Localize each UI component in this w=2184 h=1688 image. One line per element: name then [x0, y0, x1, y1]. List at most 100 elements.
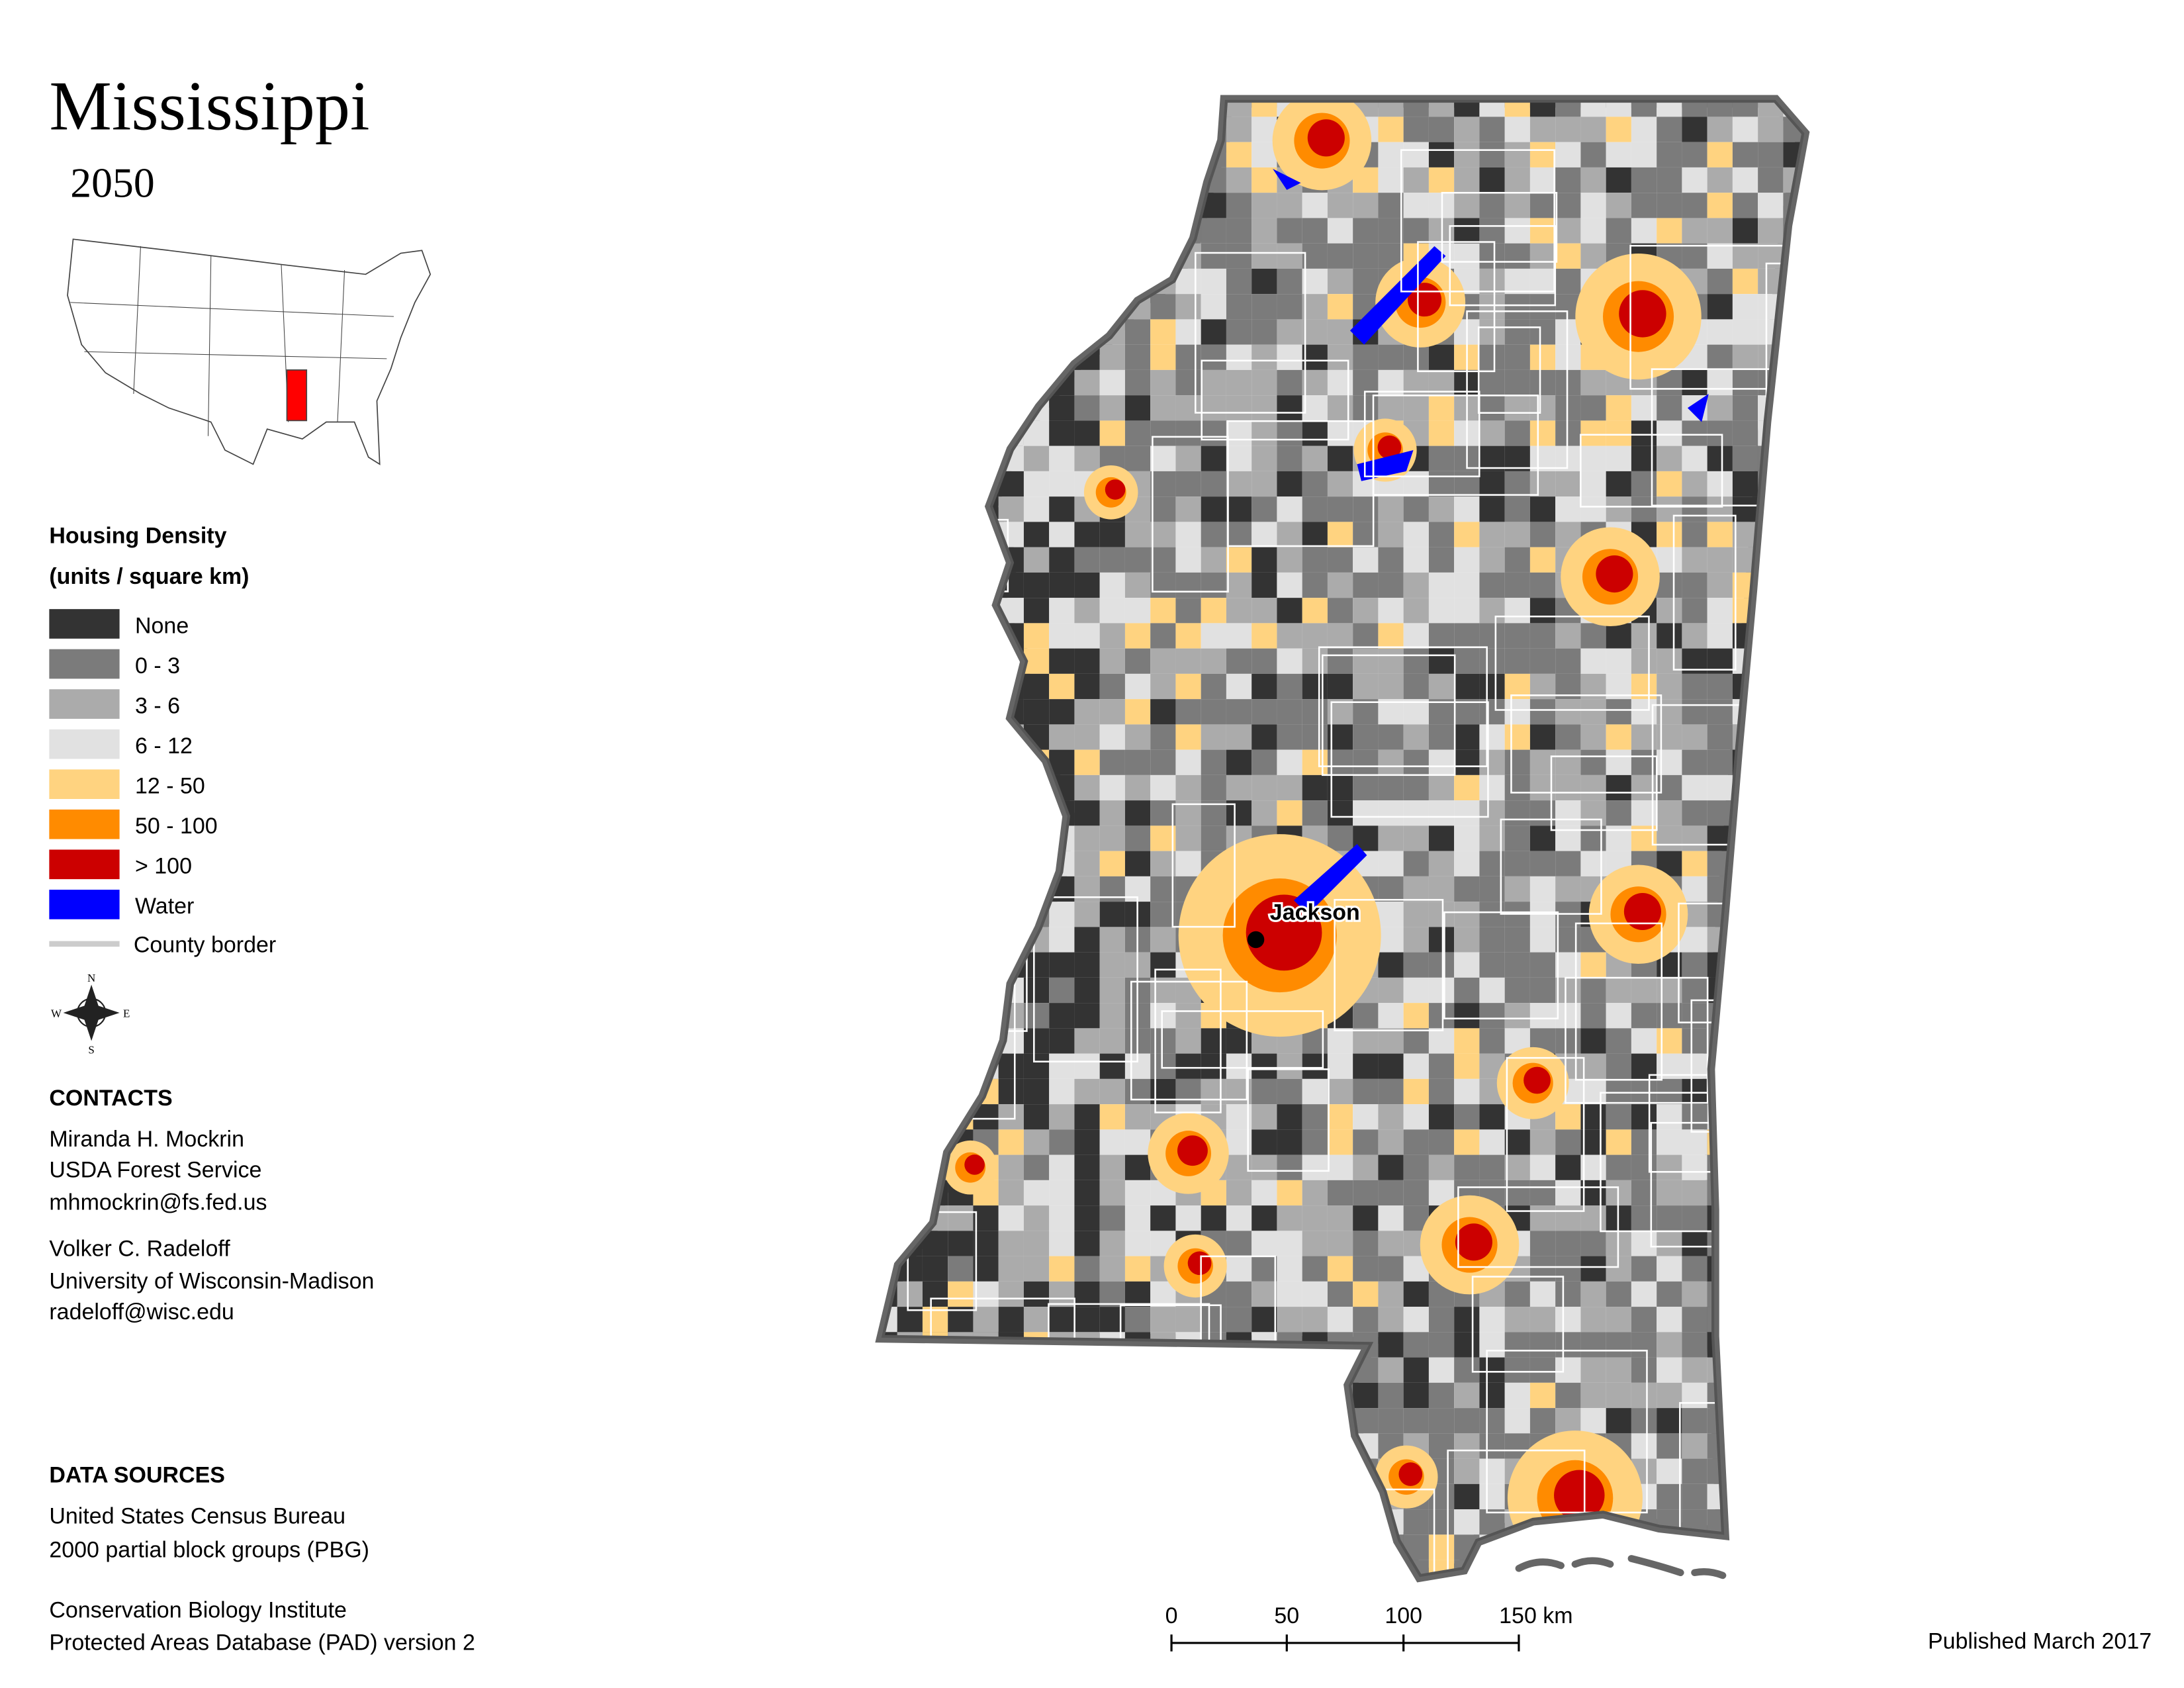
land-cell [1732, 445, 1758, 471]
land-cell [1555, 800, 1581, 826]
land-cell [1454, 673, 1480, 700]
land-cell [1049, 1357, 1075, 1383]
land-cell [1150, 927, 1176, 953]
land-cell [1606, 977, 1631, 1004]
land-cell [1302, 1256, 1328, 1282]
land-cell [1529, 344, 1556, 370]
land-cell [1631, 1408, 1657, 1434]
land-cell [1099, 395, 1125, 421]
land-cell [1631, 1129, 1657, 1155]
land-cell [922, 724, 948, 750]
land-cell [922, 1458, 948, 1484]
land-cell [1049, 1307, 1075, 1333]
land-cell [1707, 268, 1733, 295]
land-cell [1732, 193, 1758, 218]
land-cell [998, 1078, 1024, 1105]
land-cell [973, 749, 999, 775]
land-cell [948, 445, 974, 471]
land-cell [1631, 1180, 1657, 1206]
land-cell [1454, 522, 1480, 547]
land-cell [1150, 1560, 1176, 1575]
land-cell [1150, 243, 1176, 269]
land-cell [883, 902, 897, 927]
county-border [1318, 646, 1488, 767]
land-cell [1378, 825, 1404, 851]
land-cell [1251, 344, 1277, 370]
land-cell [1175, 699, 1201, 725]
land-cell [998, 1231, 1024, 1256]
land-cell [1631, 445, 1657, 471]
land-cell [1124, 1458, 1151, 1484]
land-cell [1707, 319, 1733, 345]
land-cell [1657, 1231, 1682, 1256]
land-cell [1353, 1534, 1379, 1560]
land-cell [1504, 218, 1530, 244]
subtitle: 2050 [70, 160, 154, 207]
land-cell [1023, 243, 1050, 269]
land-cell [1049, 496, 1075, 522]
land-cell [1302, 623, 1328, 649]
land-cell [1226, 648, 1252, 674]
land-cell [1049, 1205, 1075, 1231]
land-cell [973, 800, 999, 826]
land-cell [897, 1483, 923, 1510]
land-cell [1226, 101, 1252, 117]
land-cell [1175, 1534, 1201, 1560]
land-cell [1277, 1231, 1302, 1256]
land-cell [1023, 1104, 1050, 1130]
land-cell [922, 648, 948, 674]
land-cell [922, 825, 948, 851]
land-cell [948, 1281, 974, 1307]
land-cell [1378, 1382, 1404, 1409]
land-cell [1124, 1408, 1151, 1434]
land-cell [1099, 902, 1125, 927]
land-cell [948, 167, 974, 193]
land-cell [1707, 699, 1733, 725]
land-cell [1302, 420, 1328, 446]
land-cell [1277, 268, 1302, 295]
land-cell [998, 851, 1024, 876]
land-cell [1555, 218, 1581, 244]
land-cell [1074, 142, 1100, 167]
land-cell [1479, 243, 1505, 269]
land-cell [1606, 1154, 1631, 1180]
land-cell [1277, 1205, 1302, 1231]
land-cell [1074, 724, 1100, 750]
land-cell [897, 193, 923, 218]
land-cell [1175, 1408, 1201, 1434]
land-cell [1809, 446, 1834, 471]
land-cell [1403, 142, 1429, 167]
county-border [1486, 1350, 1648, 1514]
land-cell [1403, 825, 1429, 851]
land-cell [1428, 902, 1455, 927]
land-cell [1657, 395, 1682, 421]
land-cell [1479, 572, 1505, 598]
land-cell [1201, 1534, 1226, 1560]
land-cell [1124, 572, 1151, 598]
land-cell [948, 749, 974, 775]
land-cell [1378, 1205, 1404, 1231]
land-cell [1150, 648, 1176, 674]
land-cell [883, 749, 897, 775]
land-cell [1023, 851, 1050, 876]
land-cell [1378, 902, 1404, 927]
land-cell [1428, 522, 1455, 547]
land-cell [1428, 749, 1455, 775]
land-cell [897, 344, 923, 370]
land-cell [1657, 1104, 1682, 1130]
land-cell [1201, 496, 1226, 522]
land-cell [1251, 1231, 1277, 1256]
land-cell [1023, 547, 1050, 573]
land-cell [1606, 445, 1631, 471]
land-cell [1809, 1408, 1834, 1433]
land-cell [1809, 1433, 1834, 1458]
land-cell [1175, 825, 1201, 851]
land-cell [1074, 1129, 1100, 1155]
land-cell [998, 294, 1024, 320]
land-cell [1378, 572, 1404, 598]
title: Mississippi [49, 67, 369, 145]
land-cell [1403, 1154, 1429, 1180]
land-cell [1074, 1104, 1100, 1130]
land-cell [948, 1256, 974, 1282]
land-cell [883, 420, 897, 446]
